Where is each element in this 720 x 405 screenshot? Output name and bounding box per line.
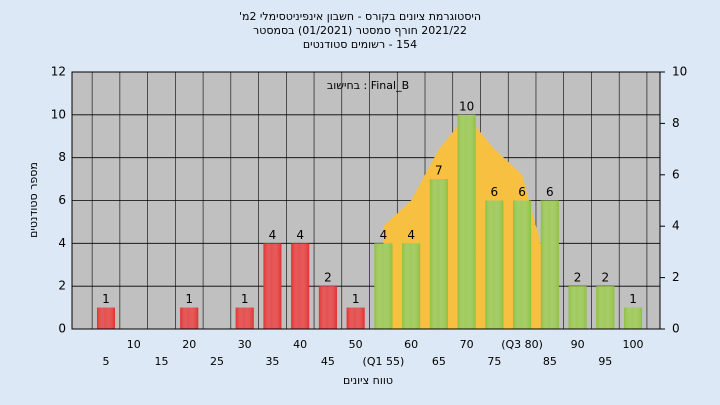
- data-label: 2: [601, 271, 609, 285]
- y2-tick-label: 8: [672, 116, 680, 130]
- data-label: 4: [407, 228, 415, 242]
- bar-shine: [457, 114, 476, 329]
- bar-shine: [596, 286, 615, 329]
- x-tick-label: 10: [127, 338, 141, 351]
- bar-shine: [540, 200, 559, 329]
- x-axis-label: טווח ציונים: [343, 374, 393, 387]
- x-tick-label: 25: [210, 355, 224, 368]
- data-label: 6: [546, 185, 554, 199]
- x-tick-label: 90: [571, 338, 585, 351]
- data-label: 6: [518, 185, 526, 199]
- x-tick-label: 40: [293, 338, 307, 351]
- y-tick-label: 2: [58, 279, 66, 293]
- bar-shine: [346, 307, 365, 329]
- y2-tick-label: 2: [672, 270, 680, 284]
- y-tick-label: 8: [58, 150, 66, 164]
- data-label: 1: [185, 292, 193, 306]
- data-label: 4: [380, 228, 388, 242]
- annotation: Final_B : בחישוב: [327, 79, 409, 92]
- y-tick-label: 10: [51, 107, 66, 121]
- bar-shine: [97, 307, 115, 329]
- bar-shine: [429, 179, 448, 329]
- y2-tick-label: 6: [672, 167, 680, 181]
- x-tick-label: (Q1 55): [363, 355, 405, 368]
- data-label: 1: [241, 292, 249, 306]
- y2-tick-label: 10: [672, 65, 687, 79]
- data-label: 1: [629, 292, 637, 306]
- chart-title: היסטוגרמת ציונים בקורס - חשבון אינפיניטס…: [239, 10, 481, 23]
- bar-shine: [624, 307, 643, 329]
- bar-shine: [568, 286, 587, 329]
- bar-shine: [374, 243, 393, 329]
- data-label: 4: [296, 228, 304, 242]
- data-label: 1: [352, 292, 360, 306]
- x-tick-label: 5: [103, 355, 110, 368]
- y-tick-label: 12: [51, 65, 66, 79]
- x-tick-label: 85: [543, 355, 557, 368]
- x-tick-label: 100: [623, 338, 644, 351]
- y2-tick-label: 4: [672, 219, 680, 233]
- data-label: 2: [574, 271, 582, 285]
- y-tick-label: 4: [58, 236, 66, 250]
- bar-shine: [318, 286, 337, 329]
- bar-shine: [235, 307, 254, 329]
- data-label: 6: [491, 185, 499, 199]
- data-label: 1: [102, 292, 110, 306]
- bar-shine: [513, 200, 532, 329]
- x-tick-label: 45: [321, 355, 335, 368]
- x-tick-label: 35: [265, 355, 279, 368]
- bar-shine: [402, 243, 421, 329]
- data-label: 4: [269, 228, 277, 242]
- x-tick-label: 70: [460, 338, 474, 351]
- x-tick-label: 30: [238, 338, 252, 351]
- x-tick-label: 20: [182, 338, 196, 351]
- x-tick-label: 50: [349, 338, 363, 351]
- x-tick-label: 15: [154, 355, 168, 368]
- chart-subtitle: 154 - רשומים סטודנטים: [303, 38, 417, 51]
- plot-border: [71, 71, 661, 330]
- y-axis-label: מספר סטודנטים: [27, 162, 40, 238]
- y-tick-label: 0: [58, 322, 66, 336]
- x-tick-label: 65: [432, 355, 446, 368]
- y-tick-label: 6: [58, 193, 66, 207]
- bar-shine: [180, 307, 199, 329]
- bar-shine: [291, 243, 310, 329]
- data-label: 7: [435, 164, 443, 178]
- bar-shine: [263, 243, 282, 329]
- x-tick-label: (Q3 80): [501, 338, 543, 351]
- bar-shine: [485, 200, 504, 329]
- chart-subtitle: 2021/22 חורף סמסטר (01/2021) בסמסטר: [253, 24, 467, 37]
- x-tick-label: 60: [404, 338, 418, 351]
- x-tick-label: 95: [598, 355, 612, 368]
- x-tick-label: 75: [487, 355, 501, 368]
- data-label: 10: [459, 99, 474, 113]
- data-label: 2: [324, 271, 332, 285]
- y2-tick-label: 0: [672, 322, 680, 336]
